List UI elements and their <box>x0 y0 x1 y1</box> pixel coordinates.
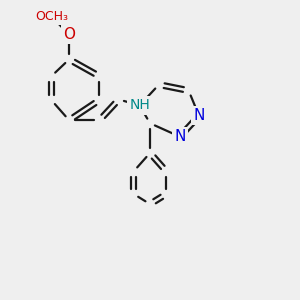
Text: N: N <box>194 108 205 123</box>
Text: N: N <box>174 129 185 144</box>
Text: OCH₃: OCH₃ <box>35 10 68 23</box>
Text: NH: NH <box>129 98 150 112</box>
Text: O: O <box>63 27 75 42</box>
